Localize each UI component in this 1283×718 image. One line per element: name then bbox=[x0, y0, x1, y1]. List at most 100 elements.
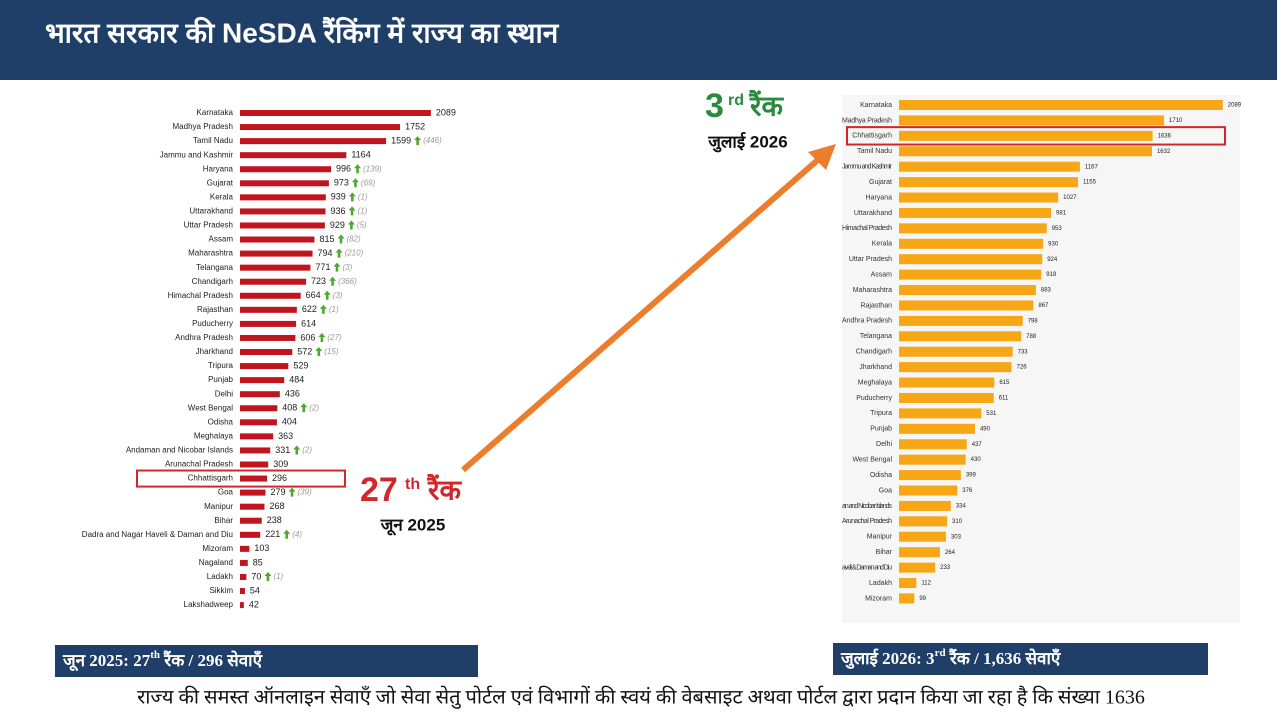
category-label: Madhya Pradesh bbox=[842, 117, 892, 124]
category-label: Maharashtra bbox=[853, 287, 892, 294]
bar bbox=[240, 222, 325, 229]
category-label: Kerala bbox=[872, 241, 892, 248]
value-label: 924 bbox=[1047, 257, 1058, 263]
value-label: 622 bbox=[302, 304, 317, 314]
category-label: Ladakh bbox=[869, 580, 892, 587]
bar bbox=[899, 562, 936, 573]
bar bbox=[240, 461, 269, 468]
category-label: Andaman and Nicobar Islands bbox=[126, 446, 233, 455]
bar bbox=[240, 588, 245, 595]
bar bbox=[240, 292, 301, 299]
bar bbox=[899, 423, 975, 434]
category-label: Puducherry bbox=[856, 395, 892, 402]
footer-text: राज्य की समस्त ऑनलाइन सेवाएँ जो सेवा सेत… bbox=[137, 686, 1145, 710]
category-label: West Bengal bbox=[188, 403, 233, 412]
value-label: 1027 bbox=[1063, 195, 1077, 201]
rank-label: रैंक bbox=[748, 89, 784, 121]
category-label: Arunachal Pradesh bbox=[842, 518, 892, 525]
change-label: (139) bbox=[363, 164, 382, 173]
category-label: Himachal Pradesh bbox=[842, 225, 892, 232]
highlight-box bbox=[136, 469, 346, 488]
bar bbox=[899, 485, 958, 496]
value-label: 2089 bbox=[1228, 103, 1242, 109]
value-label: 264 bbox=[945, 550, 956, 556]
category-label: Assam bbox=[871, 271, 893, 278]
value-label: 1164 bbox=[351, 150, 370, 160]
value-label: 1636 bbox=[1158, 133, 1172, 139]
bar bbox=[899, 192, 1059, 203]
category-label: Jammu and Kashmir bbox=[160, 150, 234, 159]
bar bbox=[240, 152, 347, 159]
category-label: Maharashtra bbox=[188, 249, 233, 258]
change-label: (39) bbox=[298, 488, 313, 497]
category-label: Chandigarh bbox=[856, 349, 892, 356]
value-label: 815 bbox=[319, 234, 334, 244]
value-label: 54 bbox=[250, 585, 260, 595]
bar bbox=[899, 531, 946, 542]
caption-box bbox=[55, 645, 478, 677]
up-arrow bbox=[414, 136, 422, 146]
category-label: Uttarakhand bbox=[854, 210, 892, 217]
category-label: Odisha bbox=[208, 417, 234, 426]
category-label: Telangana bbox=[860, 333, 892, 340]
value-label: 233 bbox=[940, 565, 951, 571]
category-label: Dadra and Nagar Haveli & Daman and Diu bbox=[82, 530, 233, 539]
value-label: 531 bbox=[986, 411, 997, 417]
value-label: 399 bbox=[966, 473, 977, 479]
category-label: Delhi bbox=[215, 389, 233, 398]
value-label: 490 bbox=[980, 426, 991, 432]
change-label: (366) bbox=[338, 277, 357, 286]
value-label: 238 bbox=[267, 515, 282, 525]
category-label: Uttar Pradesh bbox=[849, 256, 892, 263]
up-arrow bbox=[354, 164, 362, 174]
bar bbox=[899, 177, 1079, 188]
bar bbox=[899, 470, 961, 481]
up-arrow bbox=[288, 487, 296, 497]
rank-suffix: th bbox=[405, 476, 420, 493]
bar bbox=[240, 278, 307, 285]
value-label: 723 bbox=[311, 276, 326, 286]
value-label: 973 bbox=[334, 178, 349, 188]
bar bbox=[899, 392, 994, 403]
bar bbox=[240, 489, 266, 496]
bar bbox=[899, 300, 1034, 311]
category-label: Mizoram bbox=[202, 544, 233, 553]
header-bar bbox=[0, 0, 1277, 80]
up-arrow bbox=[323, 290, 331, 300]
value-label: 929 bbox=[330, 220, 345, 230]
category-label: Lakshadweep bbox=[184, 600, 234, 609]
category-label: Chhattisgarh bbox=[188, 474, 233, 483]
up-arrow bbox=[348, 206, 356, 216]
bar bbox=[899, 285, 1036, 296]
category-label: Bihar bbox=[876, 549, 893, 556]
category-label: Gujarat bbox=[869, 179, 892, 186]
category-label: Haryana bbox=[203, 164, 234, 173]
bar bbox=[240, 110, 431, 116]
value-label: 936 bbox=[331, 206, 346, 216]
category-label: Jammu and Kashmir bbox=[842, 164, 893, 171]
up-arrow bbox=[329, 276, 337, 286]
value-label: 484 bbox=[289, 375, 304, 385]
value-label: 953 bbox=[1052, 226, 1063, 232]
value-label: 771 bbox=[315, 262, 330, 272]
bar bbox=[240, 138, 387, 145]
value-label: 1752 bbox=[405, 121, 425, 131]
value-label: 529 bbox=[293, 360, 308, 370]
bar bbox=[240, 363, 289, 370]
header-title: भारत सरकार की NeSDA रैंकिंग में राज्य का… bbox=[45, 16, 560, 48]
value-label: 221 bbox=[265, 529, 280, 539]
value-label: 363 bbox=[278, 431, 293, 441]
rank-suffix: rd bbox=[728, 92, 744, 109]
category-label: Tripura bbox=[208, 361, 234, 370]
up-arrow bbox=[283, 529, 291, 539]
caption-prefix: जून 2025: 27 bbox=[62, 651, 151, 672]
category-label: Madhya Pradesh bbox=[173, 122, 233, 131]
category-label: Uttar Pradesh bbox=[184, 221, 233, 230]
caption-prefix: जुलाई 2026: 3 bbox=[840, 648, 935, 669]
bar bbox=[240, 405, 278, 412]
up-arrow bbox=[335, 248, 343, 258]
value-label: 408 bbox=[282, 403, 297, 413]
bar bbox=[240, 264, 311, 271]
bar bbox=[899, 500, 951, 511]
bar bbox=[240, 166, 331, 173]
